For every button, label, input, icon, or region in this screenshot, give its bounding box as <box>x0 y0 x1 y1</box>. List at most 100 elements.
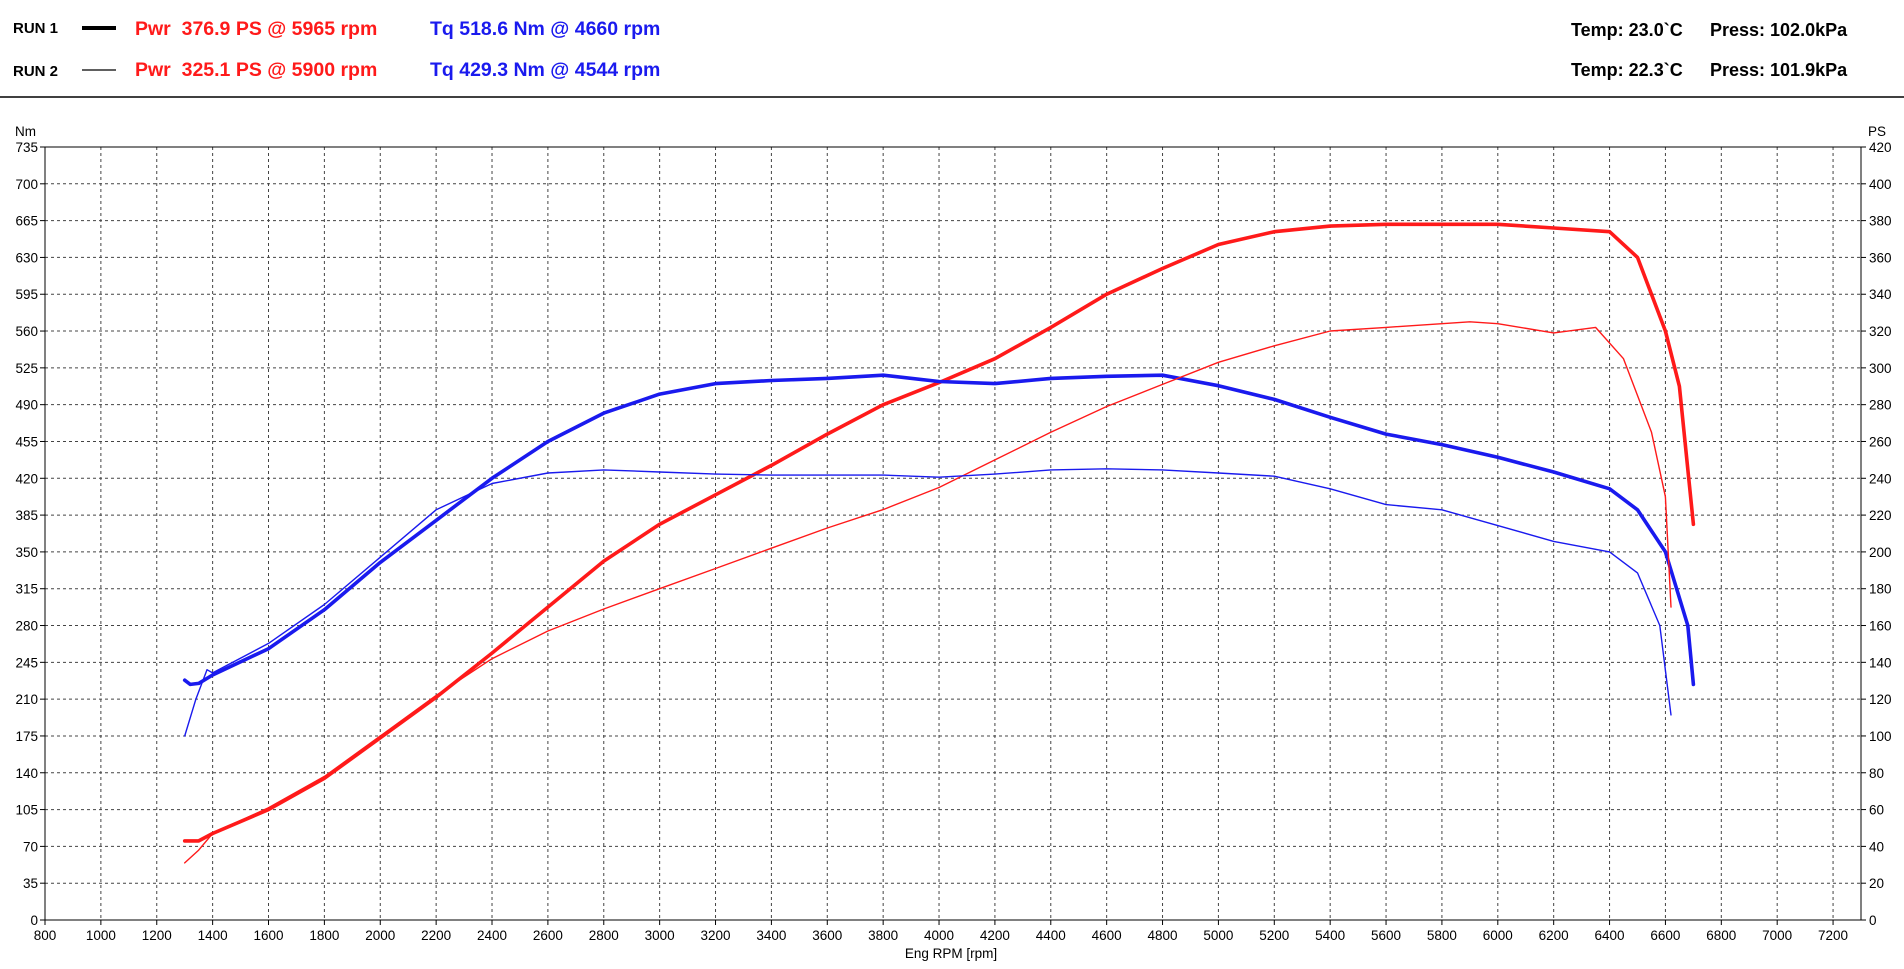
y-left-tick-label: 700 <box>15 177 38 192</box>
run1-temp-text: Temp: 23.0`C <box>1571 20 1683 40</box>
x-tick-label: 4200 <box>980 928 1010 943</box>
y-left-unit-label: Nm <box>15 124 36 139</box>
y-right-tick-label: 60 <box>1869 803 1884 818</box>
y-right-tick-label: 380 <box>1869 214 1892 229</box>
x-tick-label: 4000 <box>924 928 954 943</box>
y-left-tick-label: 245 <box>15 655 38 670</box>
curves <box>182 222 1696 864</box>
x-tick-label: 7000 <box>1762 928 1792 943</box>
y-right-tick-label: 160 <box>1869 619 1892 634</box>
x-tick-label: 3400 <box>756 928 786 943</box>
x-tick-label: 800 <box>34 928 57 943</box>
y-left-tick-label: 665 <box>15 214 38 229</box>
x-tick-label: 1000 <box>86 928 116 943</box>
y-left-tick-label: 280 <box>15 619 38 634</box>
x-tick-label: 5000 <box>1203 928 1233 943</box>
axis-ticks: 800 1000 1200 1400 1600 1800 2000 2200 2400 2600 2… <box>15 140 1891 943</box>
y-right-tick-label: 240 <box>1869 471 1892 486</box>
y-left-tick-label: 35 <box>23 876 38 891</box>
y-right-tick-label: 280 <box>1869 398 1892 413</box>
x-tick-label: 2800 <box>589 928 619 943</box>
y-left-tick-label: 420 <box>15 471 38 486</box>
plot-frame <box>44 146 1862 921</box>
x-tick-label: 4600 <box>1092 928 1122 943</box>
run1-torque-text: Tq 518.6 Nm @ 4660 rpm <box>430 18 660 40</box>
y-left-tick-label: 630 <box>15 250 38 265</box>
run1-torque-curve <box>182 373 1696 687</box>
y-left-tick-label: 385 <box>15 508 38 523</box>
y-left-tick-label: 315 <box>15 582 38 597</box>
run1-power-curve <box>182 222 1696 843</box>
plot-grid <box>45 147 1861 920</box>
y-left-tick-label: 455 <box>15 434 38 449</box>
x-tick-label: 2000 <box>365 928 395 943</box>
y-right-tick-label: 20 <box>1869 876 1884 891</box>
x-tick-label: 2400 <box>477 928 507 943</box>
x-tick-label: 1200 <box>142 928 172 943</box>
y-left-tick-label: 735 <box>15 140 38 155</box>
y-right-tick-label: 140 <box>1869 655 1892 670</box>
y-right-tick-label: 320 <box>1869 324 1892 339</box>
y-right-unit-label: PS <box>1868 124 1886 139</box>
x-tick-label: 3200 <box>700 928 730 943</box>
y-right-tick-label: 200 <box>1869 545 1892 560</box>
run1-label: RUN 1 <box>13 20 58 37</box>
x-tick-label: 4800 <box>1148 928 1178 943</box>
y-right-tick-label: 360 <box>1869 250 1892 265</box>
x-tick-label: 5200 <box>1259 928 1289 943</box>
run2-torque-text: Tq 429.3 Nm @ 4544 rpm <box>430 59 660 81</box>
run1-press-text: Press: 102.0kPa <box>1710 20 1848 40</box>
x-tick-label: 6600 <box>1650 928 1680 943</box>
y-right-tick-label: 260 <box>1869 434 1892 449</box>
header: RUN 1 Pwr 376.9 PS @ 5965 rpm Tq 518.6 N… <box>0 18 1904 98</box>
y-right-tick-label: 100 <box>1869 729 1892 744</box>
x-tick-label: 7200 <box>1818 928 1848 943</box>
y-left-tick-label: 525 <box>15 361 38 376</box>
y-right-tick-label: 340 <box>1869 287 1892 302</box>
x-tick-label: 6200 <box>1539 928 1569 943</box>
y-left-tick-label: 560 <box>15 324 38 339</box>
y-left-tick-label: 210 <box>15 692 38 707</box>
y-left-tick-label: 140 <box>15 766 38 781</box>
x-tick-label: 5800 <box>1427 928 1457 943</box>
run2-power-text: Pwr 325.1 PS @ 5900 rpm <box>135 59 377 81</box>
x-axis-title: Eng RPM [rpm] <box>905 946 997 961</box>
run2-torque-curve <box>184 468 1672 737</box>
x-tick-label: 3000 <box>645 928 675 943</box>
x-tick-label: 3800 <box>868 928 898 943</box>
y-left-tick-label: 595 <box>15 287 38 302</box>
run2-press-text: Press: 101.9kPa <box>1710 60 1848 80</box>
x-tick-label: 3600 <box>812 928 842 943</box>
y-left-tick-label: 0 <box>30 913 38 928</box>
x-tick-label: 1800 <box>309 928 339 943</box>
y-right-tick-label: 120 <box>1869 692 1892 707</box>
run2-temp-text: Temp: 22.3`C <box>1571 60 1683 80</box>
run1-power-text: Pwr 376.9 PS @ 5965 rpm <box>135 18 377 40</box>
y-right-tick-label: 220 <box>1869 508 1892 523</box>
y-left-tick-label: 175 <box>15 729 38 744</box>
y-right-tick-label: 420 <box>1869 140 1892 155</box>
x-tick-label: 6800 <box>1706 928 1736 943</box>
y-left-tick-label: 70 <box>23 839 38 854</box>
y-left-tick-label: 105 <box>15 803 38 818</box>
y-right-tick-label: 40 <box>1869 839 1884 854</box>
x-tick-label: 1400 <box>198 928 228 943</box>
x-tick-label: 6400 <box>1595 928 1625 943</box>
y-right-tick-label: 300 <box>1869 361 1892 376</box>
x-tick-label: 1600 <box>253 928 283 943</box>
x-tick-label: 2200 <box>421 928 451 943</box>
x-tick-label: 2600 <box>533 928 563 943</box>
x-tick-label: 6000 <box>1483 928 1513 943</box>
y-right-tick-label: 180 <box>1869 582 1892 597</box>
run2-power-curve <box>184 321 1672 864</box>
x-tick-label: 4400 <box>1036 928 1066 943</box>
x-tick-label: 5600 <box>1371 928 1401 943</box>
run2-label: RUN 2 <box>13 63 58 80</box>
y-right-tick-label: 400 <box>1869 177 1892 192</box>
y-right-tick-label: 80 <box>1869 766 1884 781</box>
x-tick-label: 5400 <box>1315 928 1345 943</box>
y-left-tick-label: 350 <box>15 545 38 560</box>
y-right-tick-label: 0 <box>1869 913 1877 928</box>
y-left-tick-label: 490 <box>15 398 38 413</box>
